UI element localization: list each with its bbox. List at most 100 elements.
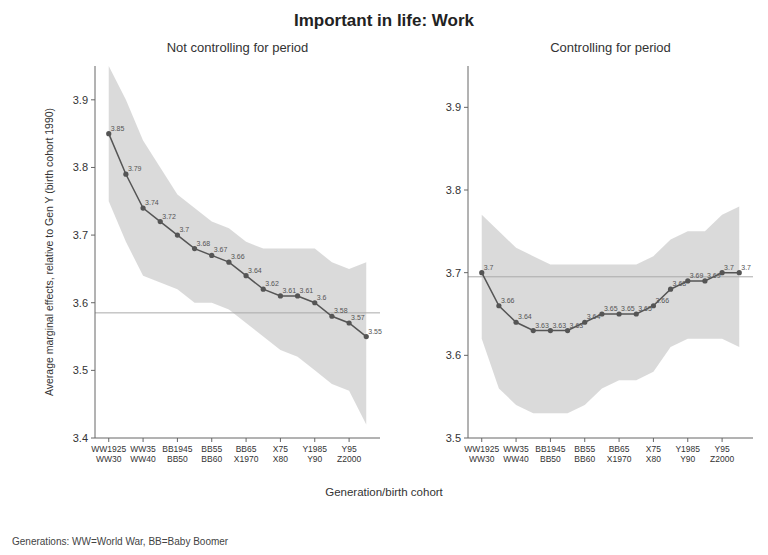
y-tick — [464, 272, 468, 273]
x-tick — [619, 438, 620, 442]
data-label: 3.85 — [111, 125, 125, 132]
x-tick-label-line: BB60 — [201, 454, 222, 464]
data-label: 3.7 — [179, 226, 189, 233]
x-tick — [516, 438, 517, 442]
x-tick-label-line: X80 — [273, 454, 288, 464]
y-axis-line — [468, 66, 469, 438]
x-tick — [550, 438, 551, 442]
y-tick — [91, 302, 95, 303]
y-tick — [464, 107, 468, 108]
x-tick-label: BB65X1970 — [607, 444, 632, 464]
x-tick — [722, 438, 723, 442]
x-tick-label: BB65X1970 — [234, 444, 259, 464]
data-label: 3.66 — [501, 297, 515, 304]
point — [737, 270, 742, 275]
x-tick-label-line: BB60 — [574, 454, 595, 464]
panel: Controlling for period3.53.63.73.83.9WW1… — [446, 40, 753, 464]
point — [329, 314, 334, 319]
x-tick — [108, 438, 109, 442]
title: Important in life: Work — [294, 11, 475, 30]
y-tick — [91, 370, 95, 371]
x-tick-label-line: BB65 — [236, 444, 257, 454]
data-label: 3.7 — [484, 264, 494, 271]
y-tick — [464, 190, 468, 191]
y-tick — [91, 235, 95, 236]
x-tick-label-line: Y90 — [680, 454, 695, 464]
x-tick-label: BB55BB60 — [201, 444, 222, 464]
data-label: 3.62 — [265, 280, 279, 287]
y-tick-label: 3.8 — [446, 184, 461, 196]
plot-area — [95, 66, 380, 424]
data-label: 3.65 — [638, 305, 652, 312]
y-tick-label: 3.9 — [73, 94, 88, 106]
x-tick — [349, 438, 350, 442]
y-tick — [91, 438, 95, 439]
x-tick-label-line: X1970 — [234, 454, 259, 464]
point — [702, 278, 707, 283]
x-tick — [687, 438, 688, 442]
data-label: 3.63 — [535, 322, 549, 329]
y-tick-label: 3.5 — [73, 364, 88, 376]
data-label: 3.66 — [655, 297, 669, 304]
x-tick-label: X75X80 — [273, 444, 288, 464]
x-tick-label: WW1925WW30 — [91, 444, 126, 464]
data-label: 3.57 — [351, 314, 365, 321]
x-tick-label-line: Z2000 — [710, 454, 734, 464]
x-tick-label-line: BB50 — [540, 454, 561, 464]
line — [109, 134, 367, 337]
x-tick-label: BB1945BB50 — [535, 444, 566, 464]
x-tick-label: Y95Z2000 — [710, 444, 734, 464]
y-tick — [91, 167, 95, 168]
data-label: 3.63 — [570, 322, 584, 329]
point — [226, 260, 231, 265]
data-label: 3.67 — [214, 246, 228, 253]
point — [192, 246, 197, 251]
data-label: 3.69 — [707, 272, 721, 279]
x-tick — [314, 438, 315, 442]
x-tick-label-line: Y95 — [342, 444, 357, 454]
y-tick-label: 3.8 — [73, 161, 88, 173]
x-tick — [481, 438, 482, 442]
point — [312, 300, 317, 305]
point — [479, 270, 484, 275]
point — [175, 232, 180, 237]
y-tick-label: 3.6 — [446, 349, 461, 361]
data-label: 3.61 — [300, 287, 314, 294]
y-tick-label: 3.4 — [73, 432, 88, 444]
point — [364, 334, 369, 339]
x-tick-label: BB55BB60 — [574, 444, 595, 464]
data-label: 3.64 — [248, 267, 262, 274]
point — [243, 273, 248, 278]
point — [513, 320, 518, 325]
data-label: 3.55 — [368, 328, 382, 335]
x-tick — [177, 438, 178, 442]
data-label: 3.7 — [741, 264, 751, 271]
chart: Not controlling for period3.43.53.63.73.… — [0, 0, 768, 555]
point — [565, 328, 570, 333]
x-tick-label-line: WW1925 — [464, 444, 499, 454]
x-tick-label-line: Y1985 — [675, 444, 700, 454]
x-tick-label-line: WW35 — [503, 444, 529, 454]
data-label: 3.6 — [317, 294, 327, 301]
point — [634, 311, 639, 316]
data-label: 3.72 — [162, 213, 176, 220]
point — [346, 320, 351, 325]
data-label: 3.7 — [724, 264, 734, 271]
plot-area — [468, 207, 753, 414]
x-tick-label-line: X75 — [273, 444, 288, 454]
point — [209, 253, 214, 258]
x-axis-line — [468, 438, 753, 439]
y-axis-line — [95, 66, 96, 438]
line — [482, 273, 740, 331]
y-tick — [464, 355, 468, 356]
confidence-band — [482, 207, 740, 414]
x-tick-label-line: Y90 — [307, 454, 322, 464]
x-tick-label-line: X80 — [646, 454, 661, 464]
point — [123, 172, 128, 177]
x-tick — [653, 438, 654, 442]
x-tick — [280, 438, 281, 442]
y-tick — [91, 99, 95, 100]
x-tick — [584, 438, 585, 442]
x-tick-label-line: WW35 — [130, 444, 156, 454]
x-tick-label-line: BB1945 — [535, 444, 566, 454]
